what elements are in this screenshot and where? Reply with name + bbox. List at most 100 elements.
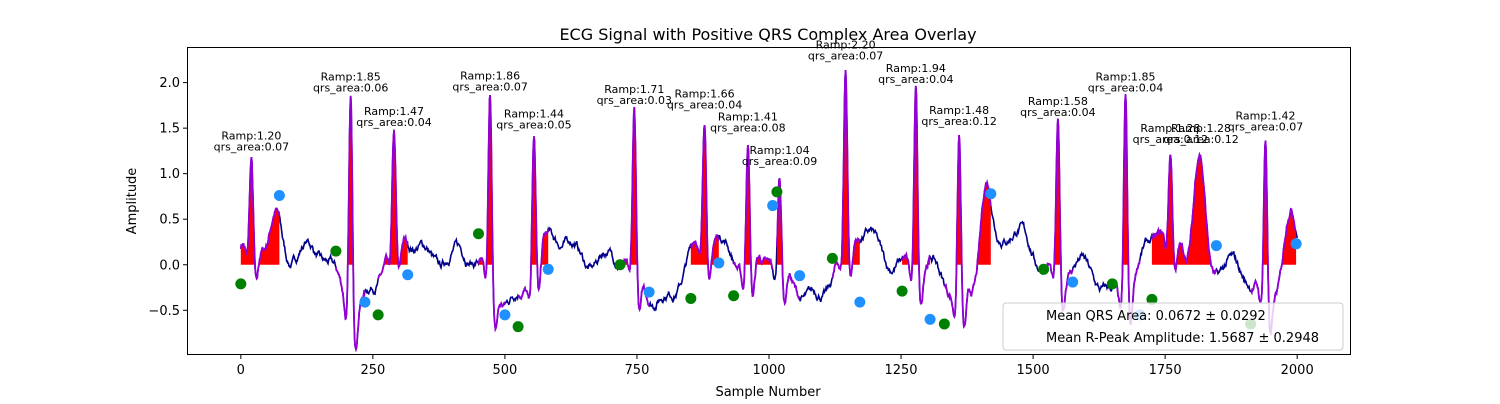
r-peak-label-8-qrs-area: qrs_area:0.08 [710,121,785,134]
r-peak-label-12-qrs-area: qrs_area:0.12 [921,115,996,128]
qrs-segment-line-11 [901,85,931,305]
qrs-area-fill-7 [690,125,719,265]
qrs-segment-line-7 [689,125,720,280]
s-point-marker-2 [359,296,371,308]
r-peak-label-10-qrs-area: qrs_area:0.07 [808,49,883,62]
s-point-marker-9 [794,270,806,282]
q-point-marker-3 [372,309,384,321]
qrs-area-fill-15 [1151,154,1217,265]
x-tick-label-750: 750 [625,363,650,378]
legend: Mean QRS Area: 0.0672 ± 0.0292 Mean R-Pe… [1002,302,1344,351]
qrs-segment-line-2 [335,95,366,353]
r-peak-label-6-qrs-area: qrs_area:0.03 [597,94,672,107]
r-peak-label-11-ramp: Ramp:1.94 [886,62,946,75]
s-point-marker-12 [985,188,997,200]
r-peak-label-4-ramp: Ramp:1.86 [460,69,520,82]
q-point-marker-11 [896,285,908,297]
q-point-marker-4 [473,228,484,240]
s-point-marker-6 [643,286,655,298]
r-peak-label-13-qrs-area: qrs_area:0.04 [1020,106,1095,119]
qrs-segment-line-1 [239,157,281,281]
qrs-segment-line-6 [619,106,650,312]
qrs-segment-line-3 [377,129,409,280]
r-peak-label-extra-1-ramp: Ramp:1.28 [1171,122,1231,135]
q-point-marker-6 [614,259,626,271]
y-tick-label-5: 2.0 [159,76,180,91]
qrs-segment-line-12 [944,134,992,329]
qrs-area-fill-11 [902,85,931,265]
qrs-area-fill-10 [832,70,860,265]
legend-box [1002,302,1344,351]
y-tick-label-0: −0.5 [148,304,180,319]
s-point-marker-10 [854,296,866,308]
r-peak-label-16-qrs-area: qrs_area:0.07 [1228,120,1303,133]
q-point-marker-2 [330,245,342,257]
x-tick-label-1750: 1750 [1149,363,1182,378]
s-point-marker-5 [542,263,554,275]
r-peak-label-3-ramp: Ramp:1.47 [364,105,424,118]
r-peak-label-13-ramp: Ramp:1.58 [1028,95,1088,108]
r-peak-label-16-ramp: Ramp:1.42 [1235,109,1295,122]
s-point-marker-8 [767,200,779,212]
s-point-marker-16 [1290,238,1302,250]
s-point-marker-4 [499,309,511,321]
r-peak-label-7-ramp: Ramp:1.66 [675,88,735,101]
qrs-segment-line-8 [732,145,774,297]
x-tick-label-1500: 1500 [1017,363,1050,378]
r-peak-label-11-qrs-area: qrs_area:0.04 [878,73,953,86]
q-point-marker-14 [1106,278,1118,290]
q-point-marker-13 [1038,263,1050,275]
qrs-segment-line-13 [1042,118,1074,313]
q-point-marker-9 [771,186,783,198]
chart-title: ECG Signal with Positive QRS Complex Are… [559,25,976,44]
q-point-marker-5 [512,321,524,333]
qrs-segment-line-10 [831,70,861,279]
y-axis-label: Amplitude [125,168,140,235]
qrs-area-fill-6 [620,107,650,265]
r-peak-label-12-ramp: Ramp:1.48 [929,104,989,117]
s-point-marker-7 [713,257,725,269]
s-point-marker-11 [924,313,936,325]
plot-area: Ramp:1.20qrs_area:0.07Ramp:1.85qrs_area:… [214,38,1303,353]
r-peak-label-1-qrs-area: qrs_area:0.07 [214,140,289,153]
qrs-area-fill-2 [335,95,365,265]
qrs-segment-line-4 [477,94,506,333]
r-peak-label-14-ramp: Ramp:1.85 [1095,70,1155,83]
x-tick-label-1000: 1000 [752,363,785,378]
r-peak-label-14-qrs-area: qrs_area:0.04 [1088,81,1163,94]
q-point-marker-7 [685,292,697,304]
r-peak-label-6-ramp: Ramp:1.71 [604,83,664,96]
r-peak-label-4-qrs-area: qrs_area:0.07 [452,80,527,93]
x-tick-label-500: 500 [492,363,517,378]
q-point-marker-10 [826,252,838,264]
s-point-marker-1 [273,190,285,202]
r-peak-label-2-ramp: Ramp:1.85 [321,70,381,83]
r-peak-label-15-qrs-area: qrs_area:0.12 [1133,133,1208,146]
x-axis-label: Sample Number [715,385,821,400]
qrs-area-fill-16 [1250,140,1297,265]
r-peak-label-1-ramp: Ramp:1.20 [221,129,281,142]
r-peak-label-8-ramp: Ramp:1.41 [718,110,778,123]
s-point-marker-3 [402,269,414,281]
legend-entry-qrs-area: Mean QRS Area: 0.0672 ± 0.0292 [1046,309,1266,324]
x-tick-label-250: 250 [360,363,385,378]
y-tick-label-1: 0.0 [159,258,180,273]
legend-entry-r-peak-amplitude: Mean R-Peak Amplitude: 1.5687 ± 0.2948 [1046,331,1319,346]
r-peak-label-5-ramp: Ramp:1.44 [504,108,564,121]
qrs-segment-line-15 [1151,151,1218,276]
r-peak-label-7-qrs-area: qrs_area:0.04 [667,99,742,112]
q-point-marker-12 [938,318,950,330]
x-tick-label-0: 0 [237,363,245,378]
qrs-segment-line-9 [776,178,801,307]
q-point-marker-15 [1146,293,1158,305]
qrs-area-fill-12 [944,135,991,265]
q-point-marker-1 [235,278,247,290]
s-point-marker-15 [1210,240,1222,252]
r-peak-label-5-qrs-area: qrs_area:0.05 [496,119,571,132]
y-tick-label-3: 1.0 [159,167,180,182]
qrs-area-fill-3 [378,129,408,265]
y-tick-label-2: 0.5 [159,213,180,228]
x-tick-label-2000: 2000 [1281,363,1314,378]
